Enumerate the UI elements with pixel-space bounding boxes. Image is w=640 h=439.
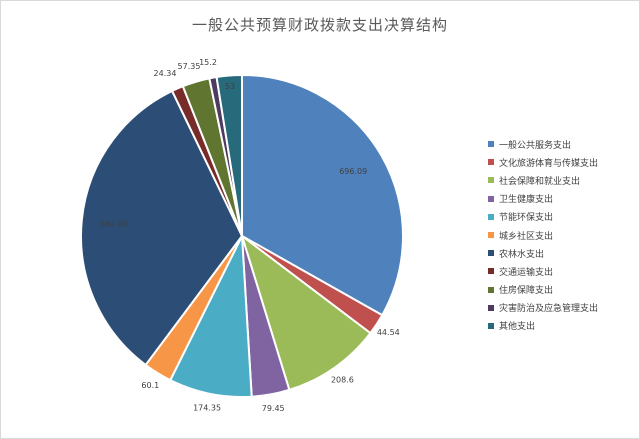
legend-item-3: 社会保障和就业支出 bbox=[488, 171, 598, 189]
legend-label: 一般公共服务支出 bbox=[499, 140, 572, 151]
data-label-slice-9: 57.35 bbox=[178, 62, 201, 71]
legend-swatch bbox=[488, 159, 494, 166]
legend-item-10: 灾害防治及应急管理支出 bbox=[488, 299, 598, 317]
data-label-slice-7: 684.69 bbox=[100, 220, 128, 229]
pie-slice-11 bbox=[215, 73, 243, 237]
legend-label: 节能环保支出 bbox=[499, 213, 554, 224]
data-label-slice-2: 44.54 bbox=[377, 328, 400, 337]
legend-label: 住房保障支出 bbox=[499, 286, 554, 297]
legend-item-2: 文化旅游体育与传媒支出 bbox=[488, 153, 598, 171]
legend-item-6: 城乡社区支出 bbox=[488, 226, 598, 244]
data-label-slice-3: 208.6 bbox=[331, 375, 354, 384]
data-label-slice-10: 15.2 bbox=[199, 58, 217, 67]
data-label-slice-5: 174.35 bbox=[193, 404, 221, 413]
legend-swatch bbox=[488, 286, 494, 293]
legend-item-5: 节能环保支出 bbox=[488, 208, 598, 226]
legend-item-11: 其他支出 bbox=[488, 317, 598, 335]
legend-label: 其他支出 bbox=[499, 322, 536, 333]
data-label-slice-6: 60.1 bbox=[141, 381, 159, 390]
data-label-slice-8: 24.34 bbox=[154, 69, 177, 78]
legend-label: 交通运输支出 bbox=[499, 267, 554, 278]
legend-swatch bbox=[488, 177, 494, 184]
legend-swatch bbox=[488, 322, 494, 329]
legend-swatch bbox=[488, 268, 494, 275]
legend-swatch bbox=[488, 304, 494, 311]
data-label-slice-1: 696.09 bbox=[339, 167, 367, 176]
chart-title: 一般公共预算财政拨款支出决算结构 bbox=[191, 16, 448, 34]
legend-swatch bbox=[488, 232, 494, 239]
legend-label: 社会保障和就业支出 bbox=[499, 176, 581, 187]
data-label-slice-11: 53 bbox=[225, 82, 235, 91]
legend-item-9: 住房保障支出 bbox=[488, 281, 598, 299]
legend-swatch bbox=[488, 195, 494, 202]
legend-swatch bbox=[488, 213, 494, 220]
legend-label: 城乡社区支出 bbox=[499, 231, 554, 242]
legend-item-7: 农林水支出 bbox=[488, 244, 598, 262]
pie-slice-3 bbox=[240, 233, 372, 392]
legend-swatch bbox=[488, 250, 494, 257]
legend-item-8: 交通运输支出 bbox=[488, 262, 598, 280]
legend-item-4: 卫生健康支出 bbox=[488, 190, 598, 208]
pie-slice-7 bbox=[80, 89, 244, 367]
legend-label: 文化旅游体育与传媒支出 bbox=[499, 158, 599, 169]
legend-item-1: 一般公共服务支出 bbox=[488, 135, 598, 153]
data-label-slice-4: 79.45 bbox=[262, 404, 285, 413]
legend-label: 卫生健康支出 bbox=[499, 195, 554, 206]
legend-swatch bbox=[488, 141, 494, 148]
legend-label: 灾害防治及应急管理支出 bbox=[499, 304, 599, 315]
chart-legend: 一般公共服务支出文化旅游体育与传媒支出 社会保障和就业支出 卫生健康支出 节能环保支出… bbox=[488, 135, 598, 335]
legend-label: 农林水支出 bbox=[499, 249, 545, 260]
pie-slice-1 bbox=[241, 73, 404, 317]
